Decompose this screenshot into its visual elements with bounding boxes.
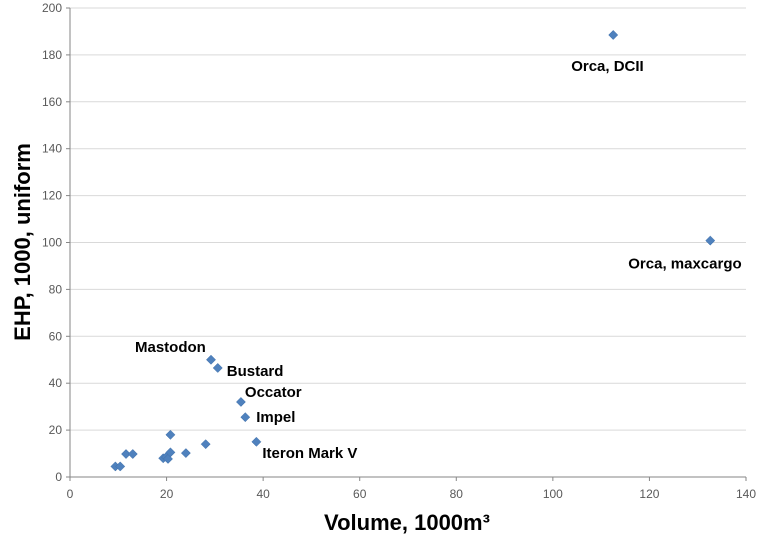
data-point-2 xyxy=(121,449,131,459)
point-label-14: Impel xyxy=(256,409,295,426)
y-axis-title: EHP, 1000, uniform xyxy=(10,143,35,341)
y-tick-label-5: 100 xyxy=(42,236,62,250)
x-tick-label-3: 60 xyxy=(353,487,367,501)
data-point-9 xyxy=(180,448,191,459)
point-label-13: Occator xyxy=(245,384,302,401)
y-tick-label-6: 120 xyxy=(42,189,62,203)
gridlines xyxy=(70,7,746,431)
x-tick-label-2: 40 xyxy=(256,487,270,501)
data-point-10 xyxy=(200,439,211,450)
data-point-6 xyxy=(163,453,173,464)
x-tick-label-6: 120 xyxy=(639,487,659,501)
data-point-15 xyxy=(251,436,262,447)
y-tick-label-1: 20 xyxy=(49,423,63,437)
axes xyxy=(66,7,747,481)
data-point-11 xyxy=(206,354,216,365)
data-points xyxy=(110,30,716,472)
data-point-1 xyxy=(115,461,126,472)
x-axis-title: Volume, 1000m³ xyxy=(324,510,490,535)
point-label-12: Bustard xyxy=(227,363,284,380)
data-point-17 xyxy=(705,235,716,246)
x-tick-label-5: 100 xyxy=(543,487,563,501)
tick-labels: 0 20 40 60 80 100 120 140 160 180 200 0 20 40 60 80 100 1… xyxy=(42,1,756,501)
y-tick-label-7: 140 xyxy=(42,142,62,156)
data-point-13 xyxy=(235,397,246,407)
y-tick-label-2: 40 xyxy=(49,376,63,390)
point-labels: Mastodon Bustard Occator Impel Iteron Mark V… xyxy=(135,58,742,462)
point-label-15: Iteron Mark V xyxy=(262,445,357,462)
x-tick-label-1: 20 xyxy=(160,487,174,501)
y-tick-label-8: 160 xyxy=(42,95,62,109)
data-point-16 xyxy=(608,30,619,40)
y-tick-label-10: 200 xyxy=(42,1,62,15)
data-point-3 xyxy=(127,449,138,459)
point-label-16: Orca, DCII xyxy=(571,58,644,75)
x-tick-label-4: 80 xyxy=(450,487,464,501)
y-tick-label-3: 60 xyxy=(49,329,63,343)
data-point-8 xyxy=(165,429,176,440)
data-point-14 xyxy=(240,412,251,423)
data-point-7 xyxy=(165,447,176,458)
point-label-11: Mastodon xyxy=(135,339,206,356)
y-tick-label-0: 0 xyxy=(55,470,62,484)
x-tick-label-7: 140 xyxy=(736,487,756,501)
x-tick-label-0: 0 xyxy=(67,487,74,501)
point-label-17: Orca, maxcargo xyxy=(628,256,741,273)
y-tick-label-4: 80 xyxy=(49,282,63,296)
data-point-12 xyxy=(212,363,223,373)
y-tick-label-9: 180 xyxy=(42,48,62,62)
